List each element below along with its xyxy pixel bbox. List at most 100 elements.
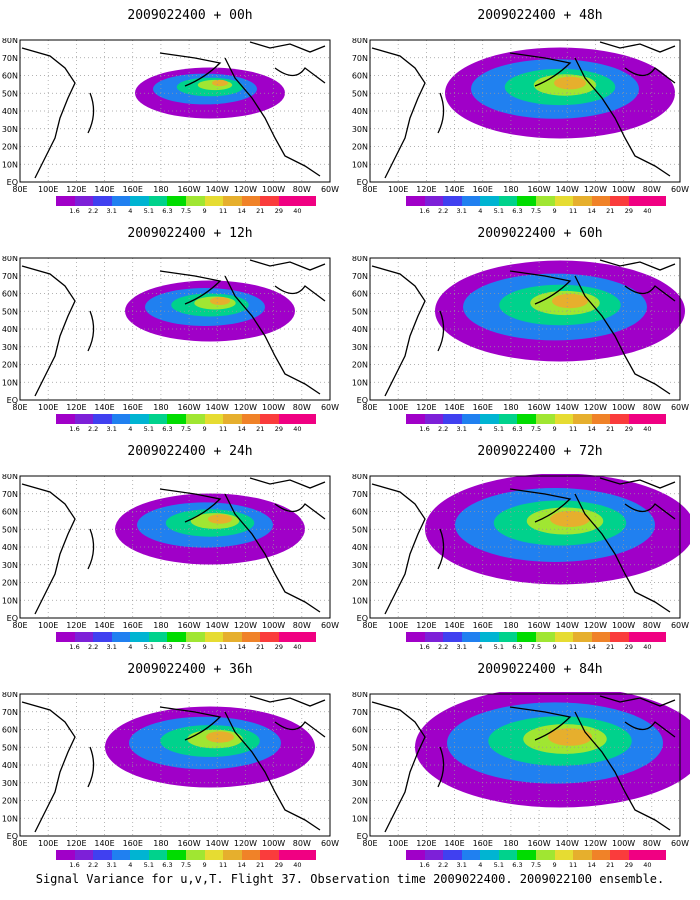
color-bar-swatch <box>130 632 149 642</box>
color-bar-label: 40 <box>293 207 302 215</box>
coastline <box>574 275 671 395</box>
color-bar-label: 5.1 <box>143 207 155 215</box>
color-bar-label: 1.6 <box>419 425 430 433</box>
map-panel: 2009022400 + 60h EQ 10N 20N 30N 40N 50N 60N 70N 8… <box>350 218 690 436</box>
coastline <box>224 493 321 613</box>
variance-map: EQ 10N 20N 30N 40N 50N 60N 70N 80N 80E 100E 120E 140… <box>352 38 689 194</box>
panel-title: 2009022400 + 36h <box>127 662 253 677</box>
color-bar-swatch <box>573 196 592 206</box>
color-bar-swatch <box>517 632 537 642</box>
color-bar-swatch <box>480 414 499 424</box>
map-frame <box>19 39 331 183</box>
x-tick-label: 160W <box>527 621 550 630</box>
coastline <box>509 706 572 741</box>
x-tick-label: 180 <box>153 403 168 412</box>
color-bar-label: 21 <box>256 425 265 433</box>
y-tick-label: 50N <box>352 525 368 534</box>
map-panel: 2009022400 + 12h EQ 10N 20N 30N 40N 50N 60N 70N 8… <box>0 218 340 436</box>
color-bar-label: 3.1 <box>106 207 117 215</box>
color-bar-swatch <box>443 850 462 860</box>
coastline <box>87 92 95 134</box>
color-bar-label: 1.6 <box>419 861 430 869</box>
color-bar-swatch <box>297 196 317 206</box>
y-tick-label: 30N <box>2 125 18 134</box>
y-tick-label: 80N <box>352 474 368 481</box>
x-tick-label: 140W <box>206 403 229 412</box>
color-bar-swatch <box>167 632 187 642</box>
color-bar-label: 5.1 <box>143 861 155 869</box>
color-bar-label: 29 <box>274 643 283 651</box>
color-bar <box>406 414 667 424</box>
x-tick-label: 120W <box>234 403 257 412</box>
y-tick-label: 40N <box>352 325 368 334</box>
coastline <box>249 259 326 271</box>
map-frame <box>369 475 681 619</box>
y-tick-label: 10N <box>352 160 368 169</box>
panel-title: 2009022400 + 48h <box>477 8 603 23</box>
x-tick-label: 120W <box>584 621 607 630</box>
coastline <box>224 275 321 395</box>
y-tick-label: 60N <box>352 290 368 299</box>
color-bar-swatch <box>480 632 499 642</box>
y-tick-label: 60N <box>352 726 368 735</box>
color-bar-swatch <box>297 850 317 860</box>
color-bar-swatch <box>554 850 574 860</box>
color-bar-swatch <box>167 196 187 206</box>
y-tick-label: 50N <box>2 307 18 316</box>
x-tick-label: 120E <box>66 185 86 194</box>
color-bar-labels: 1.6 2.2 3.1 4 5.1 6.3 7.5 9 11 14 21 29 40 <box>406 207 666 217</box>
y-tick-label: 40N <box>2 107 18 116</box>
color-bar-labels: 1.6 2.2 3.1 4 5.1 6.3 7.5 9 11 14 21 29 40 <box>56 425 316 435</box>
x-tick-label: 100E <box>388 403 408 412</box>
color-bar-swatch <box>186 850 205 860</box>
color-bar <box>406 196 667 206</box>
color-bar-swatch <box>241 414 261 424</box>
y-tick-label: 60N <box>2 508 18 517</box>
color-bar-label: 29 <box>624 207 633 215</box>
x-tick-label: 120E <box>66 403 86 412</box>
color-bar-labels: 1.6 2.2 3.1 4 5.1 6.3 7.5 9 11 14 21 29 40 <box>56 207 316 217</box>
color-bar-label: 14 <box>237 425 246 433</box>
color-bar-swatch <box>554 196 574 206</box>
color-bar-label: 7.5 <box>180 425 192 433</box>
y-tick-label: 20N <box>352 143 368 152</box>
y-tick-label: EQ <box>357 832 368 841</box>
color-bar-label: 14 <box>237 861 246 869</box>
y-tick-label: 50N <box>352 743 368 752</box>
color-bar-swatch <box>186 632 205 642</box>
y-tick-label: 50N <box>352 307 368 316</box>
color-bar-label: 9 <box>552 207 557 215</box>
x-tick-label: 140E <box>444 839 464 848</box>
x-tick-label: 180 <box>153 839 168 848</box>
color-bar-label: 21 <box>256 207 265 215</box>
color-bar-label: 1.6 <box>69 861 80 869</box>
coastline <box>224 57 321 177</box>
x-tick-label: 100W <box>262 839 285 848</box>
y-tick-label: 40N <box>352 543 368 552</box>
coastline <box>274 285 326 302</box>
y-tick-label: 10N <box>352 814 368 823</box>
color-bar-swatch <box>498 632 518 642</box>
y-tick-label: 70N <box>352 54 368 63</box>
color-bar-swatch <box>591 196 611 206</box>
x-tick-label: 80W <box>643 403 661 412</box>
coastline <box>371 47 426 179</box>
color-bar-swatch <box>130 196 149 206</box>
color-bar-label: 21 <box>606 643 615 651</box>
color-bar-swatch <box>278 850 298 860</box>
color-bar-label: 2.2 <box>437 207 449 215</box>
panel-title: 2009022400 + 84h <box>477 662 603 677</box>
x-tick-label: 100W <box>262 403 285 412</box>
color-bar-label: 5.1 <box>143 425 155 433</box>
color-bar-swatch <box>647 632 667 642</box>
color-bar-label: 1.6 <box>419 207 430 215</box>
x-tick-label: 160W <box>177 185 200 194</box>
x-tick-label: 140E <box>94 185 114 194</box>
color-bar-swatch <box>573 632 592 642</box>
x-tick-label: 100W <box>612 839 635 848</box>
color-bar-swatch <box>241 196 261 206</box>
color-bar-label: 29 <box>274 861 283 869</box>
color-bar-label: 6.3 <box>512 643 523 651</box>
color-bar-label: 1.6 <box>69 207 80 215</box>
coastline <box>624 503 676 520</box>
